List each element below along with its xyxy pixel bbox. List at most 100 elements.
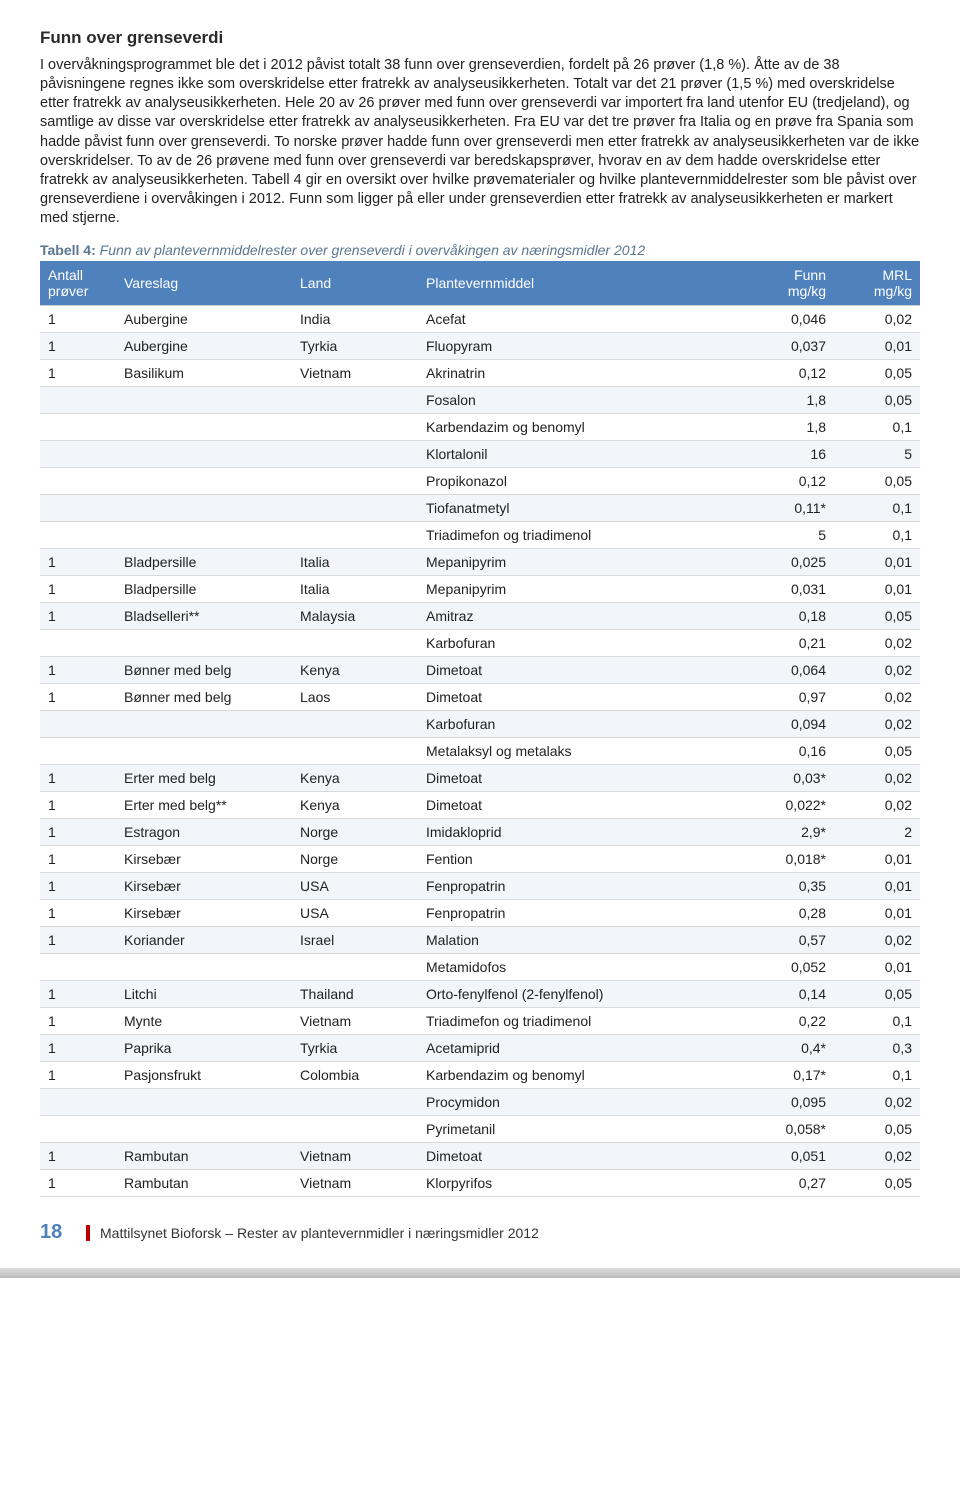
col-header-funn: Funnmg/kg (738, 261, 834, 306)
cell-mrl: 0,01 (834, 333, 920, 360)
table-row: 1Bladselleri**MalaysiaAmitraz0,180,05 (40, 603, 920, 630)
cell-vareslag (116, 630, 292, 657)
cell-land: Kenya (292, 657, 418, 684)
table-row: 1AubergineTyrkiaFluopyram0,0370,01 (40, 333, 920, 360)
cell-funn: 1,8 (738, 414, 834, 441)
cell-vareslag: Erter med belg** (116, 792, 292, 819)
col-header-antall: Antall prøver (40, 261, 116, 306)
table-row: Tiofanatmetyl0,11*0,1 (40, 495, 920, 522)
table-row: Fosalon1,80,05 (40, 387, 920, 414)
col-header-land: Land (292, 261, 418, 306)
cell-land (292, 1116, 418, 1143)
cell-vareslag (116, 414, 292, 441)
cell-antall (40, 468, 116, 495)
cell-mrl: 0,02 (834, 657, 920, 684)
cell-vareslag (116, 1116, 292, 1143)
cell-plantevernmiddel: Karbendazim og benomyl (418, 1062, 738, 1089)
cell-antall: 1 (40, 1062, 116, 1089)
table-row: 1PasjonsfruktColombiaKarbendazim og beno… (40, 1062, 920, 1089)
cell-plantevernmiddel: Tiofanatmetyl (418, 495, 738, 522)
cell-mrl: 0,02 (834, 765, 920, 792)
cell-plantevernmiddel: Karbendazim og benomyl (418, 414, 738, 441)
cell-land: Thailand (292, 981, 418, 1008)
table-row: Klortalonil165 (40, 441, 920, 468)
cell-funn: 0,037 (738, 333, 834, 360)
cell-land (292, 387, 418, 414)
cell-antall: 1 (40, 981, 116, 1008)
cell-land (292, 630, 418, 657)
cell-plantevernmiddel: Triadimefon og triadimenol (418, 522, 738, 549)
cell-land (292, 441, 418, 468)
cell-plantevernmiddel: Propikonazol (418, 468, 738, 495)
cell-vareslag (116, 954, 292, 981)
cell-plantevernmiddel: Fluopyram (418, 333, 738, 360)
table-caption: Tabell 4: Funn av plantevernmiddelrester… (40, 242, 920, 258)
cell-vareslag: Mynte (116, 1008, 292, 1035)
cell-mrl: 0,02 (834, 1089, 920, 1116)
cell-land (292, 522, 418, 549)
cell-plantevernmiddel: Pyrimetanil (418, 1116, 738, 1143)
cell-plantevernmiddel: Klorpyrifos (418, 1170, 738, 1197)
table-row: Karbofuran0,210,02 (40, 630, 920, 657)
cell-vareslag: Litchi (116, 981, 292, 1008)
cell-antall (40, 738, 116, 765)
cell-funn: 0,052 (738, 954, 834, 981)
cell-antall: 1 (40, 306, 116, 333)
cell-plantevernmiddel: Fention (418, 846, 738, 873)
cell-antall: 1 (40, 657, 116, 684)
table-row: 1KorianderIsraelMalation0,570,02 (40, 927, 920, 954)
cell-vareslag (116, 441, 292, 468)
cell-land: Norge (292, 819, 418, 846)
cell-land: Tyrkia (292, 1035, 418, 1062)
cell-vareslag: Kirsebær (116, 873, 292, 900)
cell-mrl: 0,02 (834, 927, 920, 954)
cell-mrl: 0,02 (834, 1143, 920, 1170)
cell-antall (40, 414, 116, 441)
table-row: 1RambutanVietnamKlorpyrifos0,270,05 (40, 1170, 920, 1197)
cell-land (292, 414, 418, 441)
cell-funn: 0,17* (738, 1062, 834, 1089)
cell-antall: 1 (40, 360, 116, 387)
cell-land: Norge (292, 846, 418, 873)
cell-mrl: 0,01 (834, 900, 920, 927)
cell-land: Italia (292, 576, 418, 603)
cell-vareslag: Aubergine (116, 333, 292, 360)
cell-funn: 16 (738, 441, 834, 468)
table-row: Procymidon0,0950,02 (40, 1089, 920, 1116)
cell-antall: 1 (40, 549, 116, 576)
section-paragraph: I overvåkningsprogrammet ble det i 2012 … (40, 56, 920, 228)
cell-land: USA (292, 900, 418, 927)
cell-vareslag: Estragon (116, 819, 292, 846)
cell-mrl: 0,02 (834, 306, 920, 333)
cell-mrl: 0,01 (834, 576, 920, 603)
cell-land: Kenya (292, 792, 418, 819)
cell-vareslag: Bønner med belg (116, 684, 292, 711)
cell-land: Malaysia (292, 603, 418, 630)
cell-funn: 0,095 (738, 1089, 834, 1116)
table-row: 1BasilikumVietnamAkrinatrin0,120,05 (40, 360, 920, 387)
footer-text: Mattilsynet Bioforsk – Rester av plantev… (86, 1225, 920, 1241)
cell-antall: 1 (40, 927, 116, 954)
cell-funn: 2,9* (738, 819, 834, 846)
cell-antall: 1 (40, 846, 116, 873)
cell-plantevernmiddel: Fosalon (418, 387, 738, 414)
cell-land (292, 711, 418, 738)
cell-mrl: 0,01 (834, 549, 920, 576)
cell-mrl: 0,1 (834, 414, 920, 441)
cell-plantevernmiddel: Amitraz (418, 603, 738, 630)
cell-antall (40, 522, 116, 549)
cell-vareslag: Rambutan (116, 1170, 292, 1197)
cell-vareslag (116, 522, 292, 549)
cell-funn: 0,064 (738, 657, 834, 684)
cell-land: Vietnam (292, 1143, 418, 1170)
cell-mrl: 0,1 (834, 522, 920, 549)
cell-funn: 0,025 (738, 549, 834, 576)
table-row: Metamidofos0,0520,01 (40, 954, 920, 981)
cell-antall: 1 (40, 603, 116, 630)
cell-plantevernmiddel: Klortalonil (418, 441, 738, 468)
cell-vareslag: Rambutan (116, 1143, 292, 1170)
cell-antall: 1 (40, 1035, 116, 1062)
table-row: 1AubergineIndiaAcefat0,0460,02 (40, 306, 920, 333)
cell-vareslag: Bladpersille (116, 576, 292, 603)
cell-antall: 1 (40, 684, 116, 711)
